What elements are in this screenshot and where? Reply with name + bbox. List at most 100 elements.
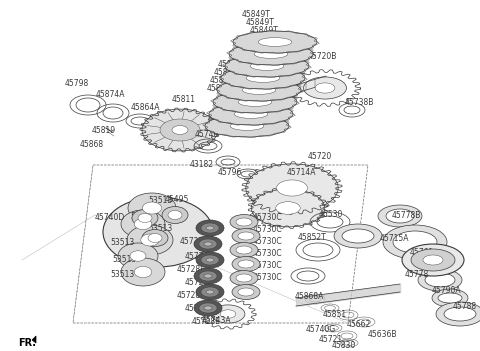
Ellipse shape	[276, 202, 300, 214]
Text: 46530: 46530	[319, 210, 343, 219]
Ellipse shape	[230, 121, 264, 131]
Ellipse shape	[246, 164, 338, 212]
Ellipse shape	[143, 202, 162, 214]
Text: 53513: 53513	[112, 255, 136, 264]
Ellipse shape	[229, 43, 313, 65]
Text: 45728E: 45728E	[177, 291, 206, 300]
Ellipse shape	[444, 307, 476, 321]
Text: 45849T: 45849T	[207, 84, 236, 93]
Ellipse shape	[148, 233, 162, 243]
Text: 53513: 53513	[110, 270, 134, 279]
Ellipse shape	[242, 86, 276, 94]
Text: 45849T: 45849T	[218, 60, 247, 69]
Polygon shape	[32, 336, 36, 343]
Ellipse shape	[393, 231, 437, 253]
Ellipse shape	[206, 226, 214, 230]
Ellipse shape	[236, 218, 252, 226]
Text: 45720B: 45720B	[308, 52, 337, 61]
Text: 45721: 45721	[319, 335, 343, 344]
Ellipse shape	[201, 223, 219, 233]
Ellipse shape	[206, 258, 214, 262]
Ellipse shape	[201, 255, 219, 265]
Text: 45874A: 45874A	[96, 90, 125, 99]
Ellipse shape	[213, 91, 297, 113]
Ellipse shape	[238, 260, 254, 268]
Text: 45790A: 45790A	[432, 286, 462, 295]
Text: 45798: 45798	[65, 79, 89, 88]
Ellipse shape	[432, 289, 468, 307]
Text: 45740G: 45740G	[306, 325, 336, 334]
Ellipse shape	[211, 305, 245, 323]
Text: 45730C: 45730C	[253, 261, 283, 270]
Text: 45715A: 45715A	[380, 234, 409, 243]
Text: 45730C: 45730C	[253, 249, 283, 258]
Text: 43182: 43182	[190, 160, 214, 169]
Ellipse shape	[201, 287, 219, 297]
Ellipse shape	[234, 110, 268, 118]
Ellipse shape	[251, 189, 325, 227]
Ellipse shape	[196, 284, 224, 300]
Ellipse shape	[417, 256, 443, 268]
Ellipse shape	[342, 229, 374, 243]
Ellipse shape	[258, 38, 292, 46]
Ellipse shape	[386, 209, 414, 223]
Text: 45868A: 45868A	[295, 292, 324, 301]
Ellipse shape	[303, 77, 347, 99]
Ellipse shape	[425, 273, 455, 287]
Text: 45849T: 45849T	[246, 18, 275, 27]
Ellipse shape	[141, 234, 159, 246]
Ellipse shape	[423, 255, 443, 265]
Ellipse shape	[230, 271, 258, 285]
Ellipse shape	[199, 239, 217, 249]
Ellipse shape	[204, 306, 212, 310]
Ellipse shape	[142, 230, 168, 246]
Ellipse shape	[238, 232, 254, 240]
Ellipse shape	[194, 268, 222, 284]
Ellipse shape	[411, 249, 455, 271]
Ellipse shape	[206, 290, 214, 294]
Ellipse shape	[378, 205, 422, 227]
Text: 45864A: 45864A	[131, 103, 160, 112]
Ellipse shape	[246, 74, 280, 82]
Ellipse shape	[436, 302, 480, 326]
Text: 45811: 45811	[172, 95, 196, 104]
Ellipse shape	[221, 67, 305, 89]
Ellipse shape	[205, 115, 289, 137]
Ellipse shape	[160, 119, 200, 141]
Text: 53513: 53513	[148, 224, 172, 233]
Text: 45714A: 45714A	[287, 168, 316, 177]
Ellipse shape	[132, 210, 158, 226]
Text: 45720E: 45720E	[185, 278, 214, 287]
Text: 45778B: 45778B	[392, 211, 421, 220]
Ellipse shape	[196, 252, 224, 268]
Text: 45730C: 45730C	[253, 225, 283, 234]
Ellipse shape	[194, 300, 222, 316]
Text: 45740D: 45740D	[95, 213, 125, 222]
Ellipse shape	[194, 236, 222, 252]
Text: 45852T: 45852T	[298, 233, 327, 242]
Ellipse shape	[220, 310, 236, 318]
Text: 45788: 45788	[453, 302, 477, 311]
Ellipse shape	[172, 126, 188, 134]
Text: 53513: 53513	[148, 196, 172, 205]
Ellipse shape	[196, 220, 224, 236]
Ellipse shape	[254, 49, 288, 58]
Text: 45730C: 45730C	[253, 237, 283, 246]
Text: 45720E: 45720E	[185, 252, 214, 261]
Ellipse shape	[238, 98, 272, 106]
Ellipse shape	[127, 225, 173, 255]
Ellipse shape	[134, 266, 152, 278]
Text: 45830: 45830	[332, 341, 356, 350]
Ellipse shape	[232, 229, 260, 244]
Ellipse shape	[383, 225, 447, 259]
Text: 45868: 45868	[80, 140, 104, 149]
Text: 45849T: 45849T	[214, 68, 243, 77]
Ellipse shape	[199, 271, 217, 281]
Ellipse shape	[225, 55, 309, 77]
Text: 45849T: 45849T	[255, 34, 284, 43]
Ellipse shape	[418, 269, 462, 291]
Ellipse shape	[162, 206, 188, 224]
Ellipse shape	[121, 258, 165, 286]
Text: 45662: 45662	[347, 320, 371, 329]
Ellipse shape	[230, 214, 258, 230]
